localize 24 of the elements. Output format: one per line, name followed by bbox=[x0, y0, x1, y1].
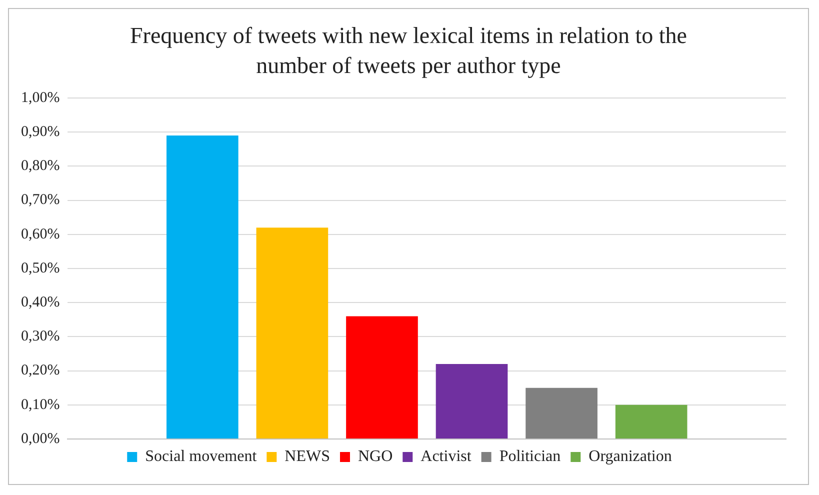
y-tick-label: 0,00% bbox=[20, 430, 60, 447]
bar bbox=[526, 388, 598, 438]
bar bbox=[256, 228, 328, 438]
y-tick-label: 0,20% bbox=[20, 362, 60, 379]
bar bbox=[615, 404, 688, 438]
y-tick-label: 0,50% bbox=[20, 260, 60, 276]
legend-label: NGO bbox=[358, 448, 393, 466]
legend-label: Activist bbox=[420, 448, 472, 466]
legend-label: NEWS bbox=[284, 448, 330, 466]
y-tick-label: 0,60% bbox=[20, 226, 60, 242]
chart-title: Frequency of tweets with new lexical items in relation to the number of tweets per author type bbox=[129, 22, 688, 80]
y-tick-label: 1,00% bbox=[20, 90, 60, 106]
y-tick-label: 0,80% bbox=[20, 158, 60, 174]
bar bbox=[166, 136, 238, 438]
bar bbox=[346, 316, 418, 438]
bar bbox=[436, 364, 508, 438]
y-tick-label: 0,30% bbox=[20, 328, 60, 345]
y-tick-label: 0,90% bbox=[20, 124, 60, 140]
y-tick-label: 0,70% bbox=[20, 192, 60, 208]
legend-label: Social movement bbox=[145, 448, 258, 466]
legend-label: Organization bbox=[588, 448, 672, 466]
y-tick-label: 0,40% bbox=[20, 294, 60, 311]
legend-label: Politician bbox=[499, 448, 561, 466]
y-tick-label: 0,10% bbox=[20, 396, 60, 413]
